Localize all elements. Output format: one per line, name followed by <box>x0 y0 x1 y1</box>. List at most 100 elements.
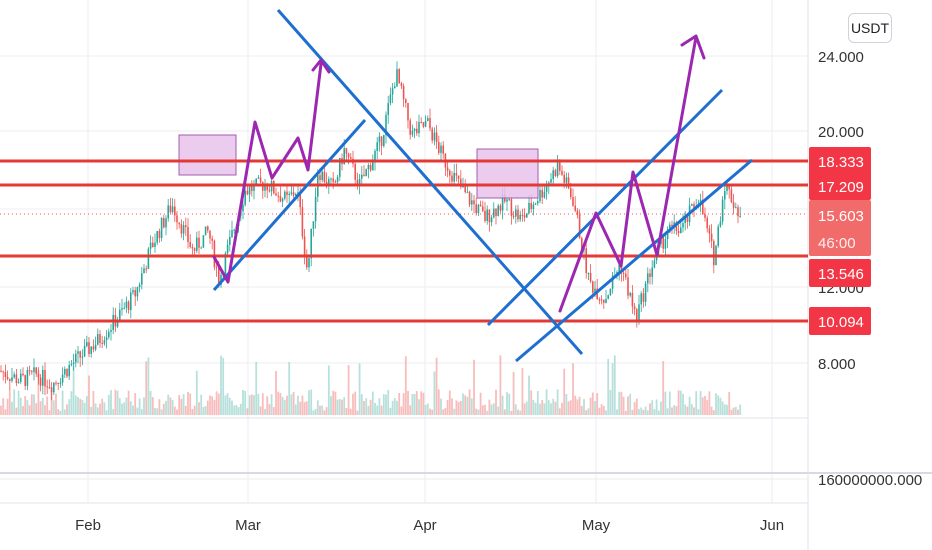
candle-body <box>466 191 469 193</box>
candle-body <box>407 103 409 121</box>
candle-body <box>482 206 484 211</box>
volume-bar <box>2 398 5 415</box>
volume-bar <box>398 392 401 415</box>
candle-body <box>572 196 574 206</box>
level-label: 10.094 <box>818 314 864 331</box>
candle-body <box>501 194 504 211</box>
volume-bar <box>602 405 605 415</box>
candle-body <box>31 371 33 373</box>
candle-body <box>176 215 178 223</box>
candle-body <box>464 186 466 192</box>
volume-bar <box>213 399 216 415</box>
volume-bar <box>435 357 438 415</box>
volume-bar <box>206 400 209 415</box>
candle-body <box>405 99 407 104</box>
candle-body <box>394 86 396 89</box>
volume-bar <box>193 405 196 415</box>
candle-body <box>567 177 570 189</box>
volume-bar <box>314 408 317 415</box>
candle-body <box>479 204 482 207</box>
candle-body <box>589 272 592 282</box>
candle-body <box>343 148 345 165</box>
candle-body <box>728 184 730 190</box>
volume-bar <box>569 400 572 415</box>
volume-bar <box>422 392 425 415</box>
volume-bar <box>37 370 40 415</box>
trendlines[interactable] <box>212 9 753 363</box>
candle-body <box>457 175 460 179</box>
volume-bar <box>708 391 711 415</box>
candle-body <box>35 367 37 374</box>
volume-bar <box>459 400 462 415</box>
level-label: 13.546 <box>818 266 864 283</box>
volume-bar <box>79 398 82 415</box>
volume-bar <box>59 410 62 415</box>
arrow-head <box>311 58 331 74</box>
highlight-box <box>476 148 539 199</box>
candle-body <box>97 334 99 345</box>
volume-bar <box>209 395 211 415</box>
volume-bar <box>686 406 689 415</box>
candle-body <box>376 142 378 151</box>
time-tick: Feb <box>75 517 101 534</box>
volume-bar <box>666 408 669 415</box>
volume-bar <box>484 404 486 415</box>
candle-body <box>138 284 141 288</box>
candle-body <box>50 387 53 393</box>
volume-bar <box>72 365 75 415</box>
candle-body <box>53 382 55 393</box>
price-tick: 8.000 <box>818 356 856 373</box>
candle-body <box>418 121 420 134</box>
candle-body <box>726 184 728 192</box>
volume-bar <box>347 365 350 415</box>
candle-body <box>515 209 517 217</box>
volume-bar <box>116 390 119 415</box>
candle-body <box>48 387 51 389</box>
volume-bar <box>470 398 473 415</box>
volume-bar <box>668 391 671 415</box>
rising-trendline-lower <box>212 119 367 291</box>
candle-body <box>94 344 97 350</box>
volume-bar <box>338 399 341 415</box>
horizontal-levels[interactable] <box>0 159 808 323</box>
candle-body <box>416 128 418 134</box>
volume-bar <box>294 404 297 415</box>
candle-body <box>171 206 174 213</box>
pattern-drawings[interactable] <box>212 34 706 313</box>
volume-bar <box>376 405 379 415</box>
volume-bar <box>46 396 49 415</box>
candle-body <box>17 381 20 383</box>
level-badge-18-333 <box>809 147 871 175</box>
candle-body <box>257 177 260 179</box>
volume-bar <box>556 389 559 415</box>
volume-bar <box>717 395 720 415</box>
candle-body <box>11 377 13 381</box>
candle-body <box>110 330 112 332</box>
candle-body <box>202 235 205 248</box>
candle-body <box>141 273 143 285</box>
candle-body <box>512 215 515 217</box>
volume-bar <box>574 395 577 415</box>
candle-body <box>552 170 554 180</box>
candle-body <box>739 215 741 217</box>
volume-bar <box>572 363 574 415</box>
volume-bar <box>444 408 447 415</box>
candle-body <box>488 209 491 223</box>
volume-bar <box>429 408 431 415</box>
price-tick: 24.000 <box>818 49 864 66</box>
volume-bar <box>611 363 614 415</box>
candle-body <box>455 172 458 176</box>
currency-button[interactable]: USDT <box>848 13 892 43</box>
volume-bar <box>413 393 416 415</box>
candle-body <box>585 248 587 274</box>
volume-bar <box>442 409 445 415</box>
volume-bar <box>433 371 436 415</box>
volume-bar <box>129 401 132 415</box>
volume-bar <box>176 409 178 415</box>
candle-body <box>347 153 350 158</box>
volume-bar <box>202 406 205 415</box>
candle-body <box>462 186 464 188</box>
volume-bar <box>490 404 493 415</box>
